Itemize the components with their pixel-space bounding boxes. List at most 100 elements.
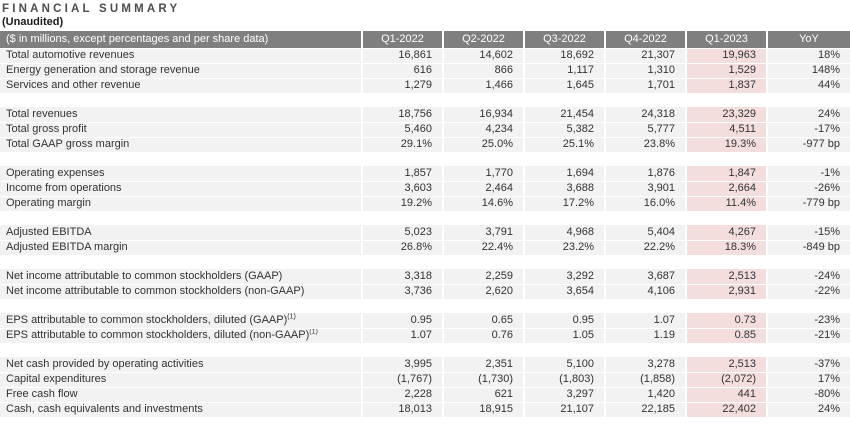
table-row: Adjusted EBITDA 5,023 3,791 4,968 5,404 4,267… [0,225,850,241]
value-q1-2022: 5,460 [361,122,443,138]
value-q2-2022: 18,915 [442,402,524,418]
value-q2-2022: 14,602 [442,48,524,64]
value-q3-2022: 18,692 [523,48,605,64]
value-q1-2022: 26.8% [361,240,443,256]
table-row: Total automotive revenues 16,861 14,602 18,… [0,48,850,64]
value-q3-2022: 3,654 [523,284,605,300]
value-q4-2022: 1,701 [604,78,686,94]
header-col-q2-2022: Q2-2022 [442,31,524,49]
value-q4-2022: 5,777 [604,122,686,138]
section-spacer [0,93,850,107]
value-q3-2022: 23.2% [523,240,605,256]
value-q2-2022: 0.65 [442,313,524,329]
yoy-value: -15% [766,225,850,241]
table-row: Total gross profit 5,460 4,234 5,382 5,777 4,… [0,122,850,138]
row-label: EPS attributable to common stockholders,… [0,313,362,329]
value-q4-2022: 3,278 [604,357,686,373]
value-q4-2022: 23.8% [604,137,686,153]
value-q2-2022: 866 [442,63,524,79]
value-q2-2022: 4,234 [442,122,524,138]
value-q1-2022: 3,603 [361,181,443,197]
yoy-value: -849 bp [766,240,850,256]
value-q2-2022: 2,259 [442,269,524,285]
value-q1-2022: 5,023 [361,225,443,241]
value-q1-2023: 2,664 [685,181,767,197]
section-spacer [0,299,850,313]
row-label: Cash, cash equivalents and investments [0,402,362,418]
value-q1-2023: 1,529 [685,63,767,79]
value-q3-2022: 5,100 [523,357,605,373]
page-title: FINANCIAL SUMMARY [2,3,181,15]
value-q3-2022: 25.1% [523,137,605,153]
value-q1-2023: 4,267 [685,225,767,241]
row-label: Operating margin [0,196,362,212]
value-q3-2022: 21,454 [523,107,605,123]
footnote-marker: (1) [287,313,296,321]
header-col-q4-2022: Q4-2022 [604,31,686,49]
value-q1-2022: 3,995 [361,357,443,373]
yoy-value: -779 bp [766,196,850,212]
value-q2-2022: 16,934 [442,107,524,123]
value-q1-2022: 616 [361,63,443,79]
row-label: EPS attributable to common stockholders,… [0,328,362,344]
yoy-value: -24% [766,269,850,285]
table-row: Income from operations 3,603 2,464 3,688 3,9… [0,181,850,197]
value-q4-2022: 22.2% [604,240,686,256]
value-q1-2023: (2,072) [685,372,767,388]
header-col-q3-2022: Q3-2022 [523,31,605,49]
value-q2-2022: 14.6% [442,196,524,212]
table-row: Operating expenses 1,857 1,770 1,694 1,876 1,… [0,166,850,182]
value-q1-2023: 0.73 [685,313,767,329]
yoy-value: -37% [766,357,850,373]
row-label: Net income attributable to common stockh… [0,284,362,300]
yoy-value: 17% [766,372,850,388]
value-q4-2022: 16.0% [604,196,686,212]
spacer-cell [0,211,850,225]
value-q4-2022: 1.19 [604,328,686,344]
value-q1-2022: 1,857 [361,166,443,182]
table-row: Net income attributable to common stockh… [0,269,850,285]
table-body: Total automotive revenues 16,861 14,602 18,… [0,48,850,418]
value-q2-2022: 0.76 [442,328,524,344]
value-q1-2023: 441 [685,387,767,403]
value-q3-2022: 3,292 [523,269,605,285]
value-q2-2022: 22.4% [442,240,524,256]
yoy-value: 44% [766,78,850,94]
section-spacer [0,255,850,269]
table-row: Free cash flow 2,228 621 3,297 1,420 441 -80% [0,387,850,403]
table-row: EPS attributable to common stockholders,… [0,313,850,329]
value-q4-2022: 22,185 [604,402,686,418]
row-label: Total gross profit [0,122,362,138]
row-label: Income from operations [0,181,362,197]
table-row: Energy generation and storage revenue 616… [0,63,850,79]
table-row: Total revenues 18,756 16,934 21,454 24,318 23… [0,107,850,123]
value-q4-2022: (1,858) [604,372,686,388]
value-q1-2022: 18,013 [361,402,443,418]
header-col-yoy: YoY [766,31,850,49]
spacer-cell [0,93,850,107]
value-q1-2022: 1,279 [361,78,443,94]
table-row: EPS attributable to common stockholders,… [0,328,850,344]
row-label: Net income attributable to common stockh… [0,269,362,285]
section-spacer [0,152,850,166]
value-q1-2023: 19.3% [685,137,767,153]
value-q3-2022: 1,117 [523,63,605,79]
value-q1-2023: 4,511 [685,122,767,138]
row-label: Adjusted EBITDA margin [0,240,362,256]
value-q3-2022: 1,694 [523,166,605,182]
value-q1-2022: 16,861 [361,48,443,64]
spacer-cell [0,255,850,269]
financial-summary-table: ($ in millions, except percentages and p… [0,31,850,418]
value-q2-2022: 2,620 [442,284,524,300]
value-q1-2023: 23,329 [685,107,767,123]
yoy-value: -80% [766,387,850,403]
value-q4-2022: 1,420 [604,387,686,403]
value-q1-2023: 1,837 [685,78,767,94]
value-q3-2022: (1,803) [523,372,605,388]
value-q4-2022: 21,307 [604,48,686,64]
table-row: Total GAAP gross margin 29.1% 25.0% 25.1% 23… [0,137,850,153]
value-q1-2023: 2,931 [685,284,767,300]
table-header-row: ($ in millions, except percentages and p… [0,31,850,49]
section-spacer [0,343,850,357]
footnote-marker: (1) [309,328,318,336]
